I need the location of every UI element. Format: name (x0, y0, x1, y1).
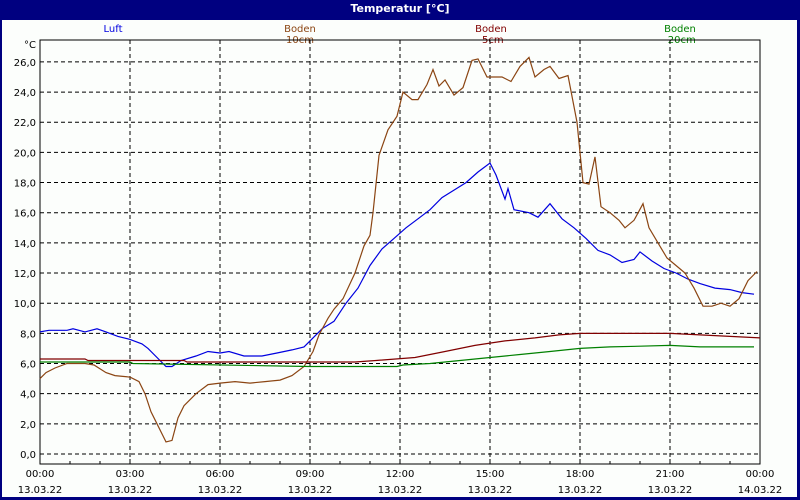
x-tick-time: 03:00 (116, 469, 145, 480)
x-tick-date: 13.03.22 (18, 485, 63, 496)
x-tick-time: 12:00 (386, 469, 415, 480)
y-tick-label: 12,0 (14, 269, 36, 280)
y-tick-label: 0,0 (20, 450, 36, 461)
x-tick-date: 13.03.22 (558, 485, 603, 496)
series-line-luft (39, 162, 755, 368)
y-tick-label: 4,0 (20, 390, 36, 401)
x-tick-time: 00:00 (26, 469, 55, 480)
x-tick-time: 00:00 (746, 469, 775, 480)
x-tick-time: 09:00 (296, 469, 325, 480)
y-tick-label: 20,0 (14, 148, 36, 159)
window-title: Temperatur [°C] (350, 2, 450, 15)
axis-labels: 0,0 2,0 4,0 6,0 8,0 10,0 12,0 14,0 16,0 18,0 20,0 2… (14, 40, 783, 496)
x-tick-time: 06:00 (206, 469, 235, 480)
y-tick-label: 16,0 (14, 209, 36, 220)
x-tick-date: 13.03.22 (648, 485, 693, 496)
series-line-boden-20cm (40, 344, 754, 368)
y-tick-label: 8,0 (20, 329, 36, 340)
y-tick-label: 18,0 (14, 179, 36, 190)
legend-item: Luft (103, 24, 123, 35)
y-tick-label: 14,0 (14, 239, 36, 250)
series-lines (39, 56, 761, 443)
y-tick-label: 22,0 (14, 118, 36, 129)
y-tick-label: 10,0 (14, 299, 36, 310)
y-tick-label: 2,0 (20, 420, 36, 431)
x-tick-time: 18:00 (566, 469, 595, 480)
plot-frame (39, 39, 761, 465)
x-tick-date: 13.03.22 (468, 485, 513, 496)
y-tick-label: 26,0 (14, 58, 36, 69)
series-line-boden-5cm (40, 332, 761, 363)
x-tick-time: 15:00 (476, 469, 505, 480)
y-tick-label: 24,0 (14, 88, 36, 99)
y-tick-label: 6,0 (20, 360, 36, 371)
series-line-boden-10cm (39, 56, 758, 443)
x-tick-date: 14.03.22 (738, 485, 783, 496)
y-unit-label: °C (24, 40, 36, 51)
x-tick-date: 13.03.22 (198, 485, 243, 496)
grid (40, 40, 760, 464)
x-tick-time: 21:00 (656, 469, 685, 480)
x-tick-date: 13.03.22 (378, 485, 423, 496)
x-tick-date: 13.03.22 (108, 485, 153, 496)
x-tick-date: 13.03.22 (288, 485, 333, 496)
axes (39, 39, 761, 465)
